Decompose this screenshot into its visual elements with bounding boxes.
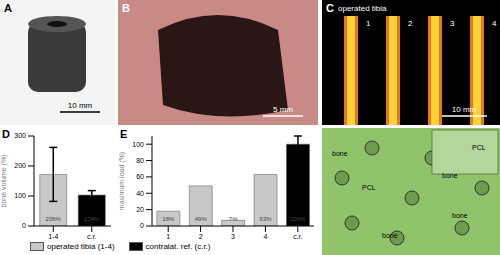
html-text:D: D xyxy=(2,128,10,140)
svg-text:10 mm: 10 mm xyxy=(452,105,477,114)
svg-text:100%: 100% xyxy=(290,216,306,222)
svg-text:operated tibia: operated tibia xyxy=(338,4,387,13)
svg-text:1-4: 1-4 xyxy=(48,233,58,240)
svg-text:3: 3 xyxy=(450,19,455,28)
svg-text:100: 100 xyxy=(132,141,144,148)
svg-text:PCL: PCL xyxy=(362,184,376,191)
svg-text:7%: 7% xyxy=(229,216,238,222)
svg-text:300: 300 xyxy=(14,132,26,139)
svg-text:63%: 63% xyxy=(260,216,273,222)
svg-text:0: 0 xyxy=(140,222,144,229)
svg-text:2: 2 xyxy=(408,19,413,28)
svg-text:bone: bone xyxy=(442,172,458,179)
svg-text:20: 20 xyxy=(136,206,144,213)
svg-text:10 mm: 10 mm xyxy=(68,101,93,110)
svg-text:200: 200 xyxy=(14,162,26,169)
svg-text:c.r.: c.r. xyxy=(293,233,302,240)
svg-text:C: C xyxy=(326,2,334,14)
svg-text:60: 60 xyxy=(136,173,144,180)
svg-text:206%: 206% xyxy=(46,216,62,222)
svg-text:5 mm: 5 mm xyxy=(273,105,293,114)
svg-text:bone: bone xyxy=(452,212,468,219)
svg-text:4: 4 xyxy=(263,233,267,240)
svg-text:3: 3 xyxy=(231,233,235,240)
svg-text:PCL: PCL xyxy=(472,144,486,151)
svg-text:1: 1 xyxy=(166,233,170,240)
svg-text:2: 2 xyxy=(199,233,203,240)
svg-text:80: 80 xyxy=(136,157,144,164)
html-text:contralat. ref. (c.r.): contralat. ref. (c.r.) xyxy=(145,242,211,251)
svg-text:bone: bone xyxy=(382,232,398,239)
svg-text:bone: bone xyxy=(332,150,348,157)
svg-text:18%: 18% xyxy=(162,216,175,222)
svg-text:40: 40 xyxy=(136,190,144,197)
html-text:operated tibia (1-4): operated tibia (1-4) xyxy=(47,242,115,251)
svg-text:100: 100 xyxy=(14,192,26,199)
svg-text:c.r.: c.r. xyxy=(87,233,96,240)
svg-text:224%: 224% xyxy=(84,216,100,222)
svg-text:B: B xyxy=(122,2,130,14)
svg-text:0: 0 xyxy=(22,222,26,229)
svg-text:maximum load (%): maximum load (%) xyxy=(118,152,126,210)
svg-text:1: 1 xyxy=(366,19,371,28)
svg-text:49%: 49% xyxy=(195,216,208,222)
svg-text:bone volume (%): bone volume (%) xyxy=(8,155,9,208)
svg-text:A: A xyxy=(8,2,12,14)
html-text:E: E xyxy=(120,128,128,140)
